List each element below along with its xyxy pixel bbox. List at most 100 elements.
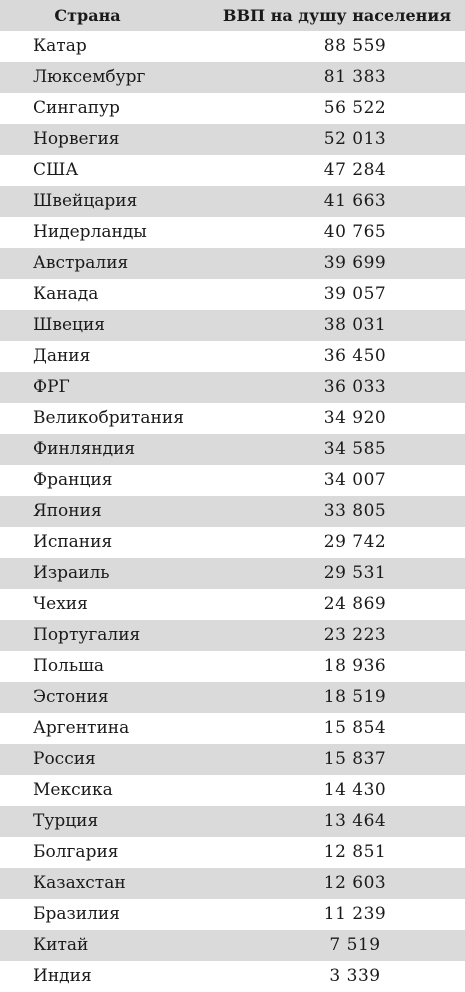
country-cell: Португалия <box>33 625 141 645</box>
gdp-value-cell: 13 464 <box>323 811 387 831</box>
gdp-value-cell: 23 223 <box>323 625 387 645</box>
country-cell: Индия <box>33 966 92 986</box>
gdp-value-cell: 34 585 <box>323 439 387 459</box>
gdp-value-cell: 14 430 <box>323 780 387 800</box>
table-row: Катар 88 559 <box>0 31 465 62</box>
table-row: Швеция 38 031 <box>0 310 465 341</box>
country-cell: Польша <box>33 656 105 676</box>
gdp-value-cell: 29 742 <box>323 532 387 552</box>
country-cell: Швеция <box>33 315 106 335</box>
country-cell: Россия <box>33 749 96 769</box>
table-row: Эстония 18 519 <box>0 682 465 713</box>
table-row: Япония 33 805 <box>0 496 465 527</box>
table-row: Швейцария 41 663 <box>0 186 465 217</box>
country-cell: Аргентина <box>33 718 130 738</box>
table-row: Франция 34 007 <box>0 465 465 496</box>
country-cell: Болгария <box>33 842 119 862</box>
table-row: США 47 284 <box>0 155 465 186</box>
country-cell: Китай <box>33 935 89 955</box>
gdp-value-cell: 15 837 <box>323 749 387 769</box>
country-cell: Япония <box>33 501 102 521</box>
table-row: Бразилия 11 239 <box>0 899 465 930</box>
country-cell: Франция <box>33 470 113 490</box>
table-row: Россия 15 837 <box>0 744 465 775</box>
header-row: Страна ВВП на душу населения <box>0 0 465 31</box>
country-cell: Великобритания <box>33 408 184 428</box>
table-row: Великобритания 34 920 <box>0 403 465 434</box>
table-row: Казахстан 12 603 <box>0 868 465 899</box>
gdp-value-cell: 7 519 <box>329 935 381 955</box>
gdp-value-cell: 11 239 <box>323 904 387 924</box>
table-row: Испания 29 742 <box>0 527 465 558</box>
table-row: Сингапур 56 522 <box>0 93 465 124</box>
gdp-value-cell: 18 519 <box>323 687 387 707</box>
country-cell: Финляндия <box>33 439 136 459</box>
gdp-value-cell: 15 854 <box>323 718 387 738</box>
country-cell: Норвегия <box>33 129 120 149</box>
gdp-value-cell: 12 851 <box>323 842 387 862</box>
table-row: Аргентина 15 854 <box>0 713 465 744</box>
country-cell: США <box>33 160 79 180</box>
gdp-value-cell: 81 383 <box>323 67 387 87</box>
table-row: Мексика 14 430 <box>0 775 465 806</box>
gdp-value-cell: 88 559 <box>323 36 387 56</box>
table-row: Польша 18 936 <box>0 651 465 682</box>
column-header-gdp: ВВП на душу населения <box>222 6 452 25</box>
table-row: Португалия 23 223 <box>0 620 465 651</box>
country-cell: Австралия <box>33 253 129 273</box>
table-row: Чехия 24 869 <box>0 589 465 620</box>
gdp-value-cell: 39 057 <box>323 284 387 304</box>
country-cell: Дания <box>33 346 91 366</box>
country-cell: Чехия <box>33 594 88 614</box>
table-row: Индия 3 339 <box>0 961 465 992</box>
gdp-value-cell: 38 031 <box>323 315 387 335</box>
table-row: Норвегия 52 013 <box>0 124 465 155</box>
country-cell: Турция <box>33 811 99 831</box>
gdp-value-cell: 47 284 <box>323 160 387 180</box>
country-cell: Нидерланды <box>33 222 147 242</box>
table-row: Турция 13 464 <box>0 806 465 837</box>
country-cell: Казахстан <box>33 873 126 893</box>
table-row: Канада 39 057 <box>0 279 465 310</box>
gdp-value-cell: 36 450 <box>323 346 387 366</box>
gdp-value-cell: 29 531 <box>323 563 387 583</box>
country-cell: Канада <box>33 284 99 304</box>
column-header-country: Страна <box>54 6 121 25</box>
gdp-value-cell: 24 869 <box>323 594 387 614</box>
country-cell: Швейцария <box>33 191 138 211</box>
gdp-value-cell: 41 663 <box>323 191 387 211</box>
gdp-value-cell: 56 522 <box>323 98 387 118</box>
country-cell: Израиль <box>33 563 110 583</box>
gdp-value-cell: 34 920 <box>323 408 387 428</box>
table-body: Катар 88 559 Люксембург 81 383 Сингапур 56 52… <box>0 31 465 992</box>
table-row: Дания 36 450 <box>0 341 465 372</box>
country-cell: Эстония <box>33 687 109 707</box>
country-cell: ФРГ <box>33 377 70 397</box>
country-cell: Бразилия <box>33 904 120 924</box>
gdp-value-cell: 36 033 <box>323 377 387 397</box>
table-row: Нидерланды 40 765 <box>0 217 465 248</box>
table-row: Китай 7 519 <box>0 930 465 961</box>
gdp-value-cell: 40 765 <box>323 222 387 242</box>
table-row: Израиль 29 531 <box>0 558 465 589</box>
country-cell: Мексика <box>33 780 113 800</box>
table-row: Финляндия 34 585 <box>0 434 465 465</box>
gdp-value-cell: 33 805 <box>323 501 387 521</box>
gdp-value-cell: 3 339 <box>329 966 381 986</box>
table-row: Болгария 12 851 <box>0 837 465 868</box>
gdp-value-cell: 34 007 <box>323 470 387 490</box>
table-row: Люксембург 81 383 <box>0 62 465 93</box>
gdp-value-cell: 52 013 <box>323 129 387 149</box>
country-cell: Катар <box>33 36 87 56</box>
gdp-value-cell: 18 936 <box>323 656 387 676</box>
gdp-value-cell: 39 699 <box>323 253 387 273</box>
table-header: Страна ВВП на душу населения <box>0 0 465 31</box>
country-cell: Сингапур <box>33 98 120 118</box>
country-cell: Испания <box>33 532 113 552</box>
table-row: ФРГ 36 033 <box>0 372 465 403</box>
country-cell: Люксембург <box>33 67 146 87</box>
gdp-value-cell: 12 603 <box>323 873 387 893</box>
table-row: Австралия 39 699 <box>0 248 465 279</box>
